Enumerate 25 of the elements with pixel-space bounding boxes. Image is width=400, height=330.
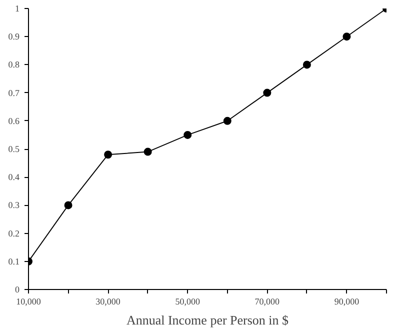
point	[302, 60, 311, 69]
point	[342, 32, 351, 41]
y-tick-label: 0.2	[8, 228, 20, 238]
y-tick-label: 0.6	[8, 116, 20, 126]
y-tick-label: 0	[15, 284, 20, 294]
y-tick-label: 0.5	[8, 144, 20, 154]
x-tick-label: 50,000	[175, 296, 200, 306]
point	[263, 88, 272, 97]
x-tick-label: 70,000	[254, 296, 280, 306]
x-tick-label: 10,000	[16, 296, 42, 306]
y-tick-label: 0.3	[8, 200, 20, 210]
y-tick-label: 0.9	[8, 32, 20, 42]
point	[144, 148, 152, 156]
point	[184, 130, 192, 139]
y-tick-label: 0.1	[8, 256, 20, 266]
y-tick-label: 0.8	[8, 60, 20, 70]
point	[64, 201, 72, 210]
y-tick-label: 1	[15, 4, 20, 14]
y-tick-label: 0.4	[8, 172, 20, 182]
x-tick-label: 90,000	[334, 296, 360, 306]
point	[223, 116, 232, 125]
x-tick-label: 30,000	[96, 296, 121, 306]
x-axis-title: Annual Income per Person in $	[126, 312, 290, 328]
y-tick-label: 0.7	[8, 88, 20, 98]
point	[104, 150, 112, 159]
